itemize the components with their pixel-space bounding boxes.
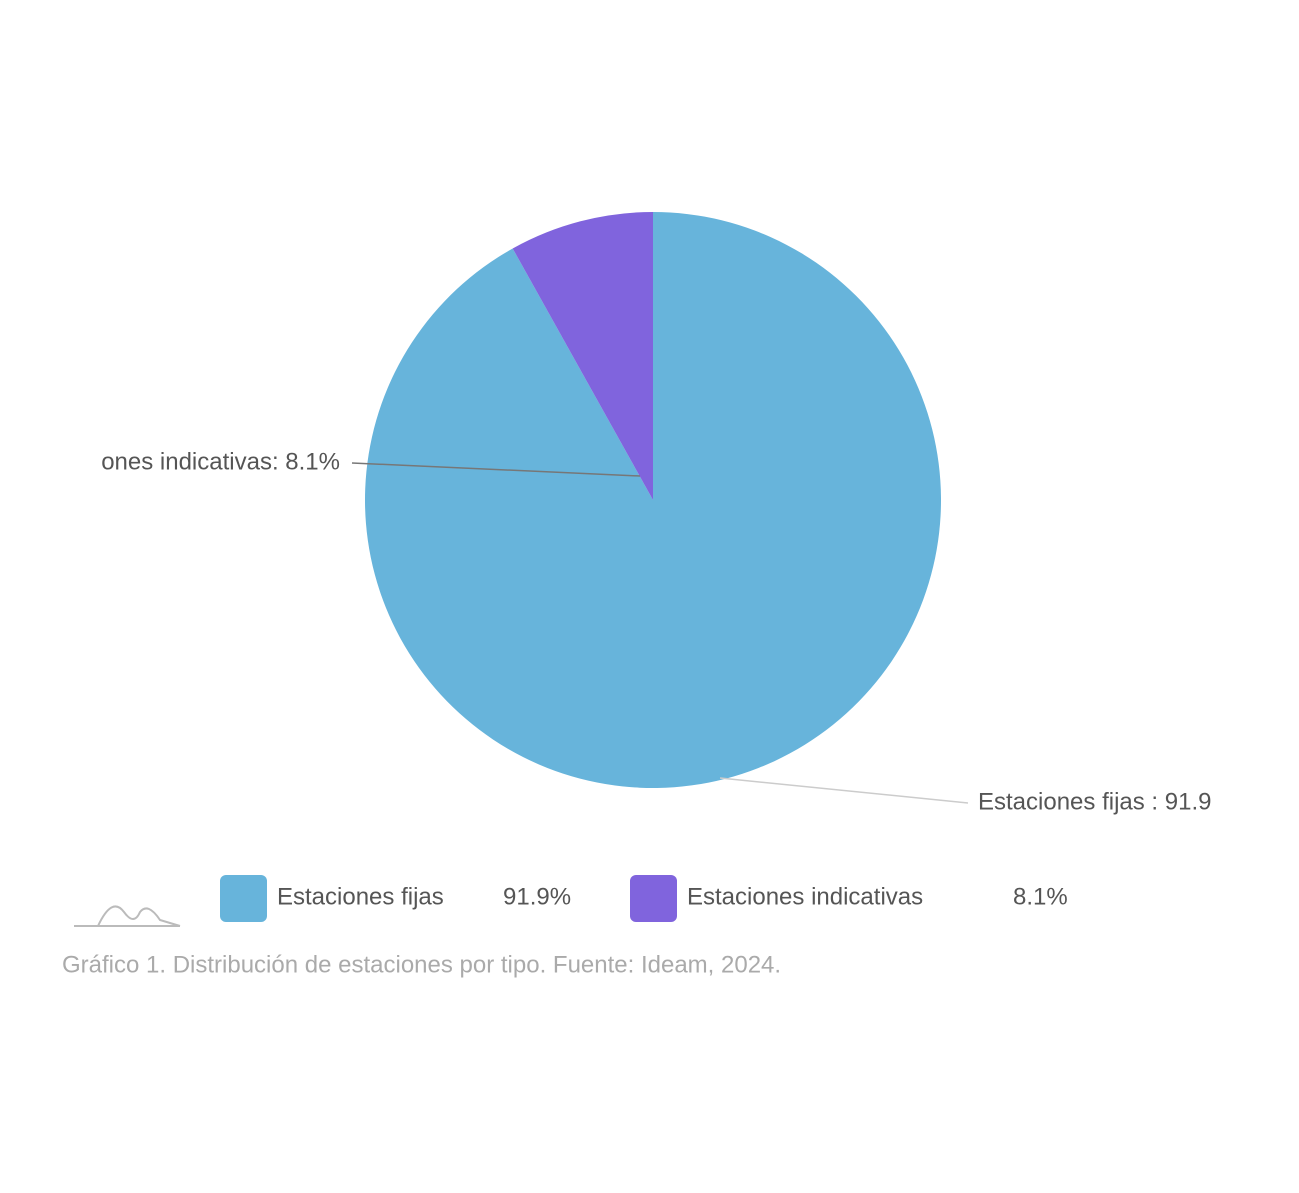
legend-value: 8.1% — [1013, 883, 1068, 910]
legend-swatch — [630, 875, 677, 922]
callout-line — [351, 462, 641, 477]
legend-label: Estaciones indicativas — [687, 883, 923, 910]
callout-line — [719, 777, 969, 804]
caption: Gráfico 1. Distribución de estaciones po… — [62, 951, 781, 978]
legend-label: Estaciones fijas — [277, 883, 444, 910]
legend-swatch — [220, 875, 267, 922]
callout-label: Estaciones fijas : 91.9 — [978, 788, 1211, 815]
pie-slice — [512, 212, 653, 500]
logo-icon — [74, 905, 181, 927]
legend-value: 91.9% — [503, 883, 571, 910]
callout-label: ones indicativas: 8.1% — [101, 448, 340, 475]
